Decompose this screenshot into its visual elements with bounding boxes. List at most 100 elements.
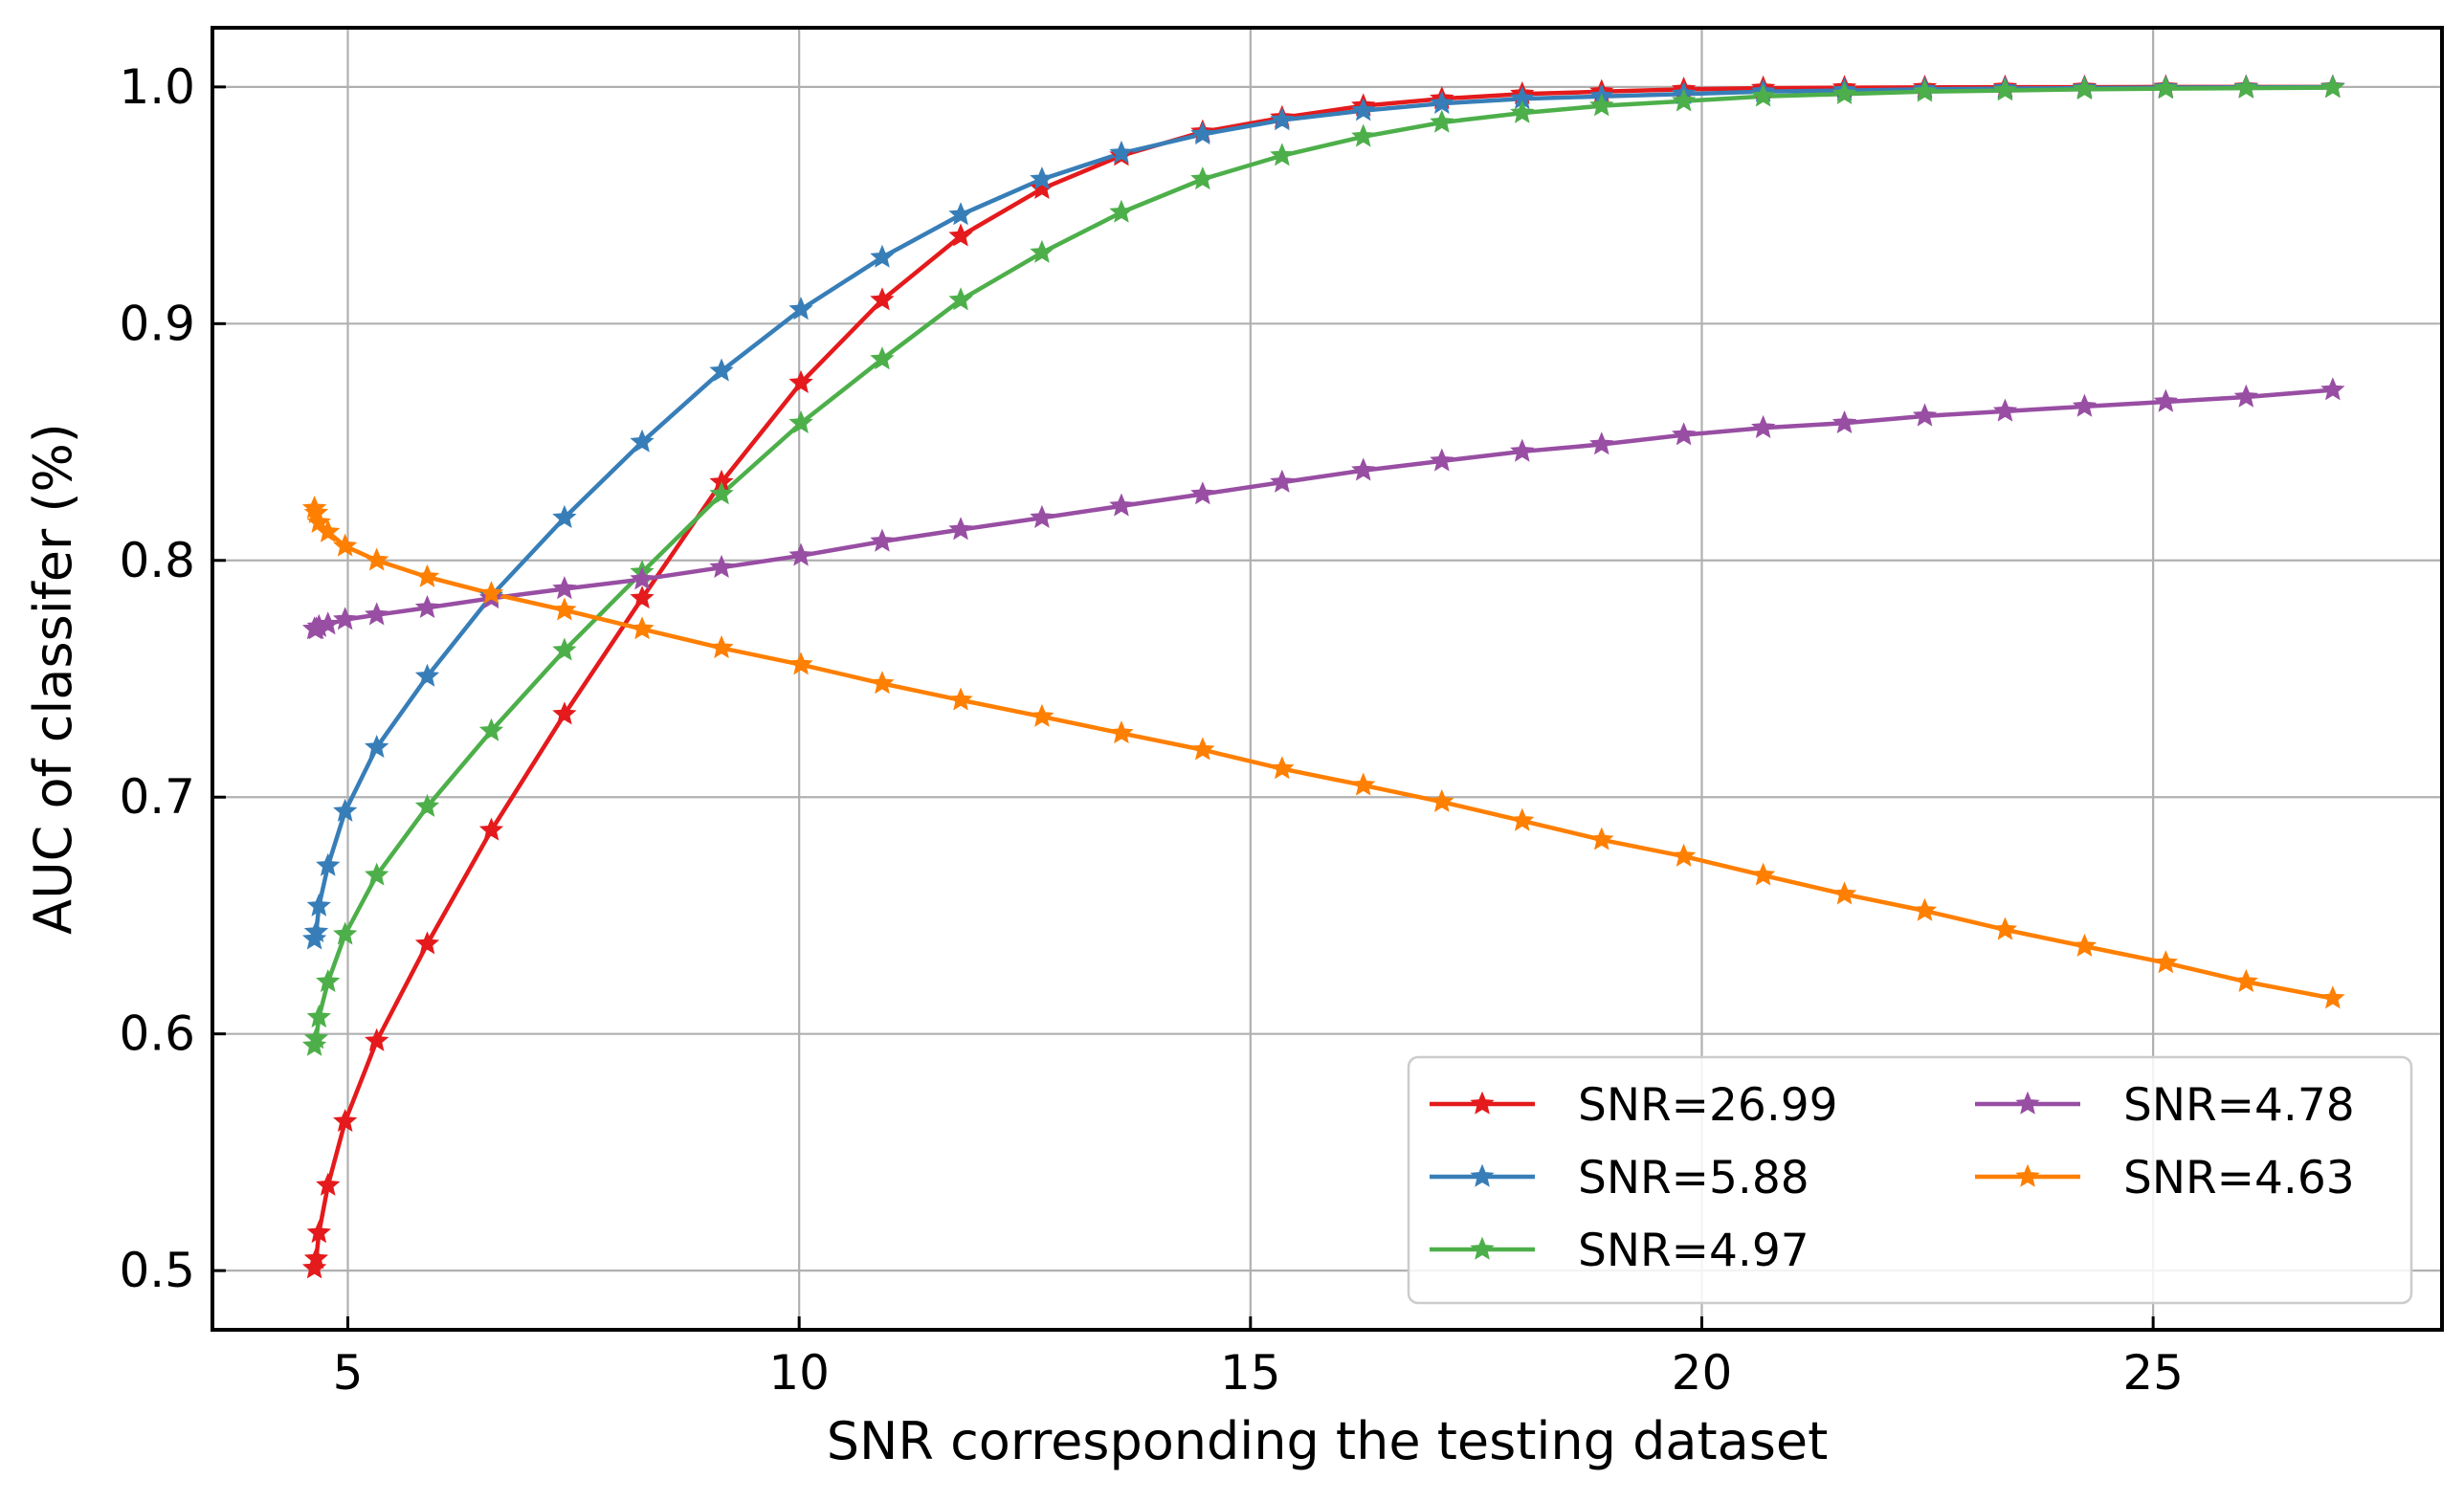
- data-point-snr-4-78: [1190, 481, 1215, 505]
- data-point-snr-4-78: [552, 576, 577, 600]
- data-point-snr-4-63: [333, 533, 358, 557]
- data-point-snr-4-78: [1992, 398, 2018, 422]
- y-tick-label: 0.7: [119, 769, 195, 825]
- data-point-snr-4-97: [1430, 109, 1454, 133]
- y-tick-label: 0.5: [119, 1243, 195, 1298]
- data-point-snr-4-97: [365, 862, 389, 886]
- data-point-snr-4-63: [365, 547, 389, 571]
- y-tick-label: 0.6: [119, 1006, 195, 1062]
- data-point-snr-26-99: [1030, 175, 1054, 200]
- legend: SNR=26.99 SNR=5.88 SNR=4.97 SNR=4.78 SNR=4.6…: [1407, 1055, 2413, 1305]
- data-point-snr-4-63: [788, 652, 813, 675]
- data-point-snr-4-78: [948, 517, 973, 541]
- data-point-snr-4-97: [1589, 93, 1614, 117]
- data-point-snr-26-99: [316, 1172, 341, 1196]
- data-point-snr-5-88: [1190, 121, 1215, 145]
- data-point-snr-4-78: [1589, 431, 1614, 455]
- data-point-snr-4-97: [1750, 83, 1776, 107]
- x-tick-label: 20: [1672, 1345, 1733, 1401]
- data-point-snr-4-97: [2072, 77, 2098, 100]
- data-point-snr-5-88: [365, 734, 389, 759]
- data-point-snr-4-78: [630, 566, 655, 590]
- series-markers: [301, 74, 2345, 1279]
- data-point-snr-4-78: [414, 594, 440, 619]
- data-point-snr-4-78: [1030, 504, 1054, 528]
- data-point-snr-4-97: [303, 1026, 329, 1049]
- y-axis-label: AUC of classifer (%): [23, 423, 83, 935]
- data-point-snr-4-97: [1992, 77, 2018, 101]
- data-point-snr-4-78: [1750, 414, 1776, 438]
- data-point-snr-4-63: [2153, 950, 2178, 974]
- data-point-snr-26-99: [306, 1220, 331, 1244]
- y-tick-label: 0.8: [119, 533, 195, 588]
- data-point-snr-4-63: [1109, 720, 1134, 744]
- data-point-snr-4-97: [1030, 239, 1054, 263]
- legend-label: SNR=4.97: [1578, 1225, 1809, 1277]
- data-point-snr-4-63: [1510, 807, 1535, 831]
- data-point-snr-4-78: [1912, 403, 1938, 427]
- data-point-snr-4-63: [306, 509, 331, 533]
- data-point-snr-4-78: [1430, 448, 1454, 472]
- data-point-snr-4-78: [2072, 393, 2098, 417]
- data-point-snr-4-97: [414, 793, 440, 817]
- data-point-snr-26-99: [870, 287, 895, 311]
- data-point-snr-4-63: [552, 597, 577, 621]
- legend-box: [1407, 1055, 2413, 1305]
- data-point-snr-26-99: [303, 1246, 329, 1270]
- data-point-snr-4-97: [1270, 143, 1295, 166]
- legend-label: SNR=4.63: [2123, 1152, 2355, 1204]
- data-point-snr-4-78: [365, 602, 389, 626]
- data-point-snr-4-63: [1992, 917, 2018, 940]
- data-point-snr-4-97: [1510, 99, 1535, 123]
- data-point-snr-26-99: [365, 1027, 389, 1051]
- data-point-snr-5-88: [1351, 98, 1376, 121]
- data-point-snr-4-97: [2320, 75, 2345, 99]
- y-tick-label: 1.0: [119, 59, 195, 115]
- data-point-snr-4-63: [1351, 772, 1376, 796]
- data-point-snr-4-78: [709, 554, 734, 578]
- data-point-snr-4-97: [552, 637, 577, 661]
- data-point-snr-5-88: [630, 429, 655, 453]
- data-point-snr-26-99: [948, 223, 973, 247]
- data-point-snr-4-78: [1510, 438, 1535, 462]
- legend-label: SNR=4.78: [2123, 1079, 2355, 1132]
- data-point-snr-5-88: [788, 297, 813, 320]
- x-axis-label: SNR corresponding the testing dataset: [827, 1411, 1829, 1471]
- data-point-snr-5-88: [333, 798, 358, 822]
- series-line-snr-4-97: [312, 85, 2333, 1047]
- data-point-snr-4-78: [1831, 409, 1857, 434]
- data-point-snr-4-63: [1671, 843, 1697, 867]
- series-line-snr-5-88: [312, 84, 2333, 940]
- data-point-snr-4-78: [1109, 493, 1134, 517]
- legend-marker: [2015, 1163, 2040, 1187]
- data-point-snr-4-63: [1270, 756, 1295, 780]
- data-point-snr-4-97: [333, 921, 358, 945]
- data-point-snr-4-78: [1671, 422, 1697, 446]
- data-point-snr-4-78: [788, 542, 813, 566]
- data-point-snr-4-63: [1831, 881, 1857, 905]
- data-point-snr-4-63: [870, 671, 895, 695]
- data-point-snr-4-97: [306, 1005, 331, 1028]
- data-point-snr-4-78: [333, 607, 358, 630]
- data-point-snr-4-63: [1430, 788, 1454, 812]
- data-point-snr-4-78: [2153, 388, 2178, 412]
- data-point-snr-4-97: [478, 718, 504, 741]
- data-point-snr-4-97: [1912, 78, 1938, 102]
- plot-frame: [211, 26, 2444, 1332]
- data-point-snr-26-99: [301, 1255, 327, 1279]
- data-point-snr-4-63: [948, 687, 973, 711]
- data-point-snr-4-97: [1190, 166, 1215, 190]
- data-point-snr-4-97: [2233, 75, 2258, 99]
- data-point-snr-4-63: [414, 563, 440, 587]
- data-point-snr-4-78: [2320, 377, 2345, 401]
- data-point-snr-26-99: [478, 817, 504, 841]
- data-point-snr-4-63: [478, 581, 504, 605]
- data-point-snr-26-99: [788, 369, 813, 393]
- data-point-snr-4-63: [630, 616, 655, 640]
- data-point-snr-4-97: [2153, 76, 2178, 99]
- series-line-snr-4-78: [314, 387, 2334, 631]
- data-point-snr-5-88: [870, 244, 895, 268]
- data-point-snr-5-88: [1430, 90, 1454, 114]
- data-point-snr-5-88: [1270, 107, 1295, 131]
